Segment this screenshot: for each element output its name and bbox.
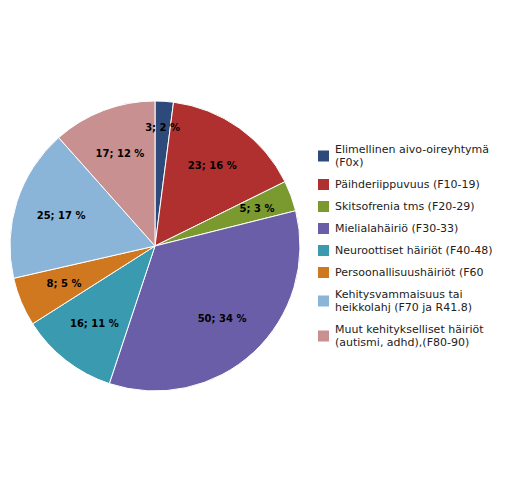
legend-label: Elimellinen aivo-oireyhtymä(F0x): [335, 143, 489, 169]
legend-swatch: [318, 223, 329, 234]
legend-swatch: [318, 201, 329, 212]
chart: 3; 2 % 23; 16 % 5; 3 % 50; 34 % 16; 11 % 8; 5…: [0, 0, 532, 492]
legend-label: Muut kehitykselliset häiriöt(autismi, ad…: [335, 323, 484, 349]
data-label: 8; 5 %: [47, 278, 82, 289]
legend-label: Kehitysvammaisuus taiheikkolahj (F70 ja …: [335, 288, 472, 314]
legend-swatch: [318, 267, 329, 278]
pie-slice: [59, 101, 155, 246]
data-label: 23; 16 %: [188, 160, 237, 171]
data-label: 16; 11 %: [70, 318, 119, 329]
legend-label: Päihderiippuvuus (F10-19): [335, 178, 480, 191]
pie: [10, 101, 300, 391]
legend-label: Mielialahäiriö (F30-33): [335, 222, 458, 235]
legend: Elimellinen aivo-oireyhtymä(F0x) Päihderi…: [318, 143, 492, 349]
legend-swatch: [318, 296, 329, 307]
data-labels: 3; 2 % 23; 16 % 5; 3 % 50; 34 % 16; 11 % 8; 5…: [37, 122, 275, 329]
data-label: 5; 3 %: [240, 203, 275, 214]
data-label: 3; 2 %: [145, 122, 180, 133]
legend-swatch: [318, 331, 329, 342]
legend-label: Neuroottiset häiriöt (F40-48): [335, 244, 492, 257]
data-label: 25; 17 %: [37, 210, 86, 221]
legend-swatch: [318, 179, 329, 190]
legend-label: Skitsofrenia tms (F20-29): [335, 200, 475, 213]
data-label: 50; 34 %: [198, 313, 247, 324]
legend-swatch: [318, 151, 329, 162]
legend-swatch: [318, 245, 329, 256]
data-label: 17; 12 %: [96, 148, 145, 159]
legend-label: Persoonallisuushäiriöt (F60: [335, 266, 484, 279]
